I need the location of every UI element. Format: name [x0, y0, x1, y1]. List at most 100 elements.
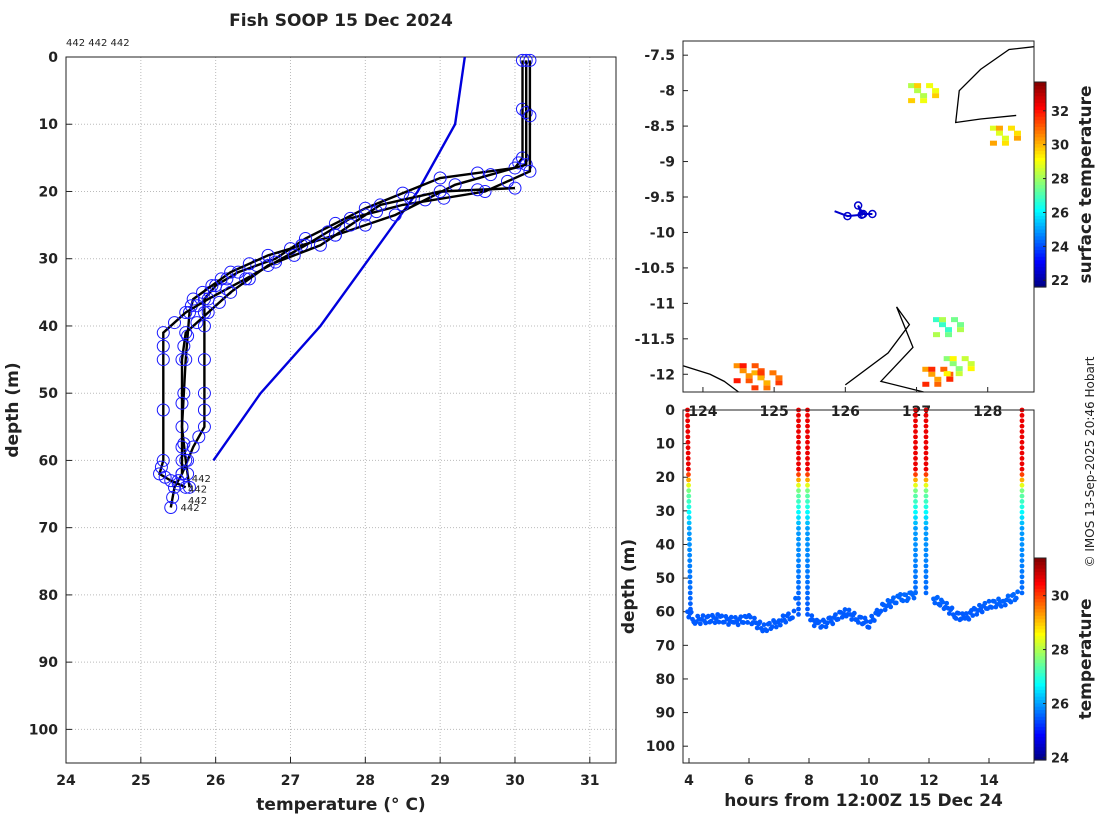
depth-point: [783, 619, 789, 625]
depth-point: [796, 488, 801, 494]
map-colorbar-swatch: [1034, 201, 1046, 206]
depth-point: [705, 613, 711, 619]
depth-point: [805, 434, 810, 440]
map-colorbar-swatch: [1034, 187, 1046, 192]
dt-colorbar-swatch: [1034, 662, 1046, 667]
depth-point: [687, 601, 693, 607]
depth-point: [805, 547, 810, 553]
dt-x-tick-label: 8: [804, 773, 814, 789]
dt-colorbar-swatch: [1034, 679, 1046, 684]
depth-point: [805, 450, 810, 456]
depth-point: [913, 477, 918, 483]
y-tick-label: 40: [39, 319, 59, 335]
depth-point: [796, 558, 801, 564]
depth-point: [1019, 493, 1025, 499]
depth-point: [913, 536, 918, 542]
map-x-tick-label: 128: [973, 404, 1002, 420]
sst-cell: [745, 378, 753, 384]
map-colorbar-tick-label: 32: [1051, 105, 1069, 120]
depth-point: [1019, 579, 1025, 585]
depth-point: [923, 536, 929, 542]
depth-point: [685, 439, 691, 445]
depth-point: [913, 423, 918, 429]
depth-point: [882, 607, 888, 613]
x-tick-label: 30: [505, 773, 525, 789]
map-colorbar-swatch: [1034, 136, 1046, 141]
depth-point: [1019, 590, 1025, 596]
dt-y-tick-label: 90: [656, 706, 676, 722]
x-tick-label: 28: [356, 773, 375, 789]
dt-colorbar-swatch: [1034, 611, 1046, 616]
dt-colorbar-swatch: [1034, 692, 1046, 697]
depth-point: [796, 606, 801, 612]
depth-point: [796, 499, 801, 504]
sst-cell: [955, 371, 963, 377]
dt-colorbar-swatch: [1034, 588, 1046, 593]
data-point: [224, 265, 238, 279]
y-tick-label: 60: [39, 453, 59, 469]
depth-point: [780, 613, 786, 619]
y-tick-label: 0: [48, 50, 58, 66]
x-tick-label: 31: [580, 773, 599, 789]
depth-point: [913, 552, 918, 558]
map-colorbar-tick-label: 28: [1051, 173, 1069, 188]
map-colorbar-swatch: [1034, 215, 1046, 220]
map-colorbar-swatch: [1034, 218, 1046, 223]
depth-point: [796, 601, 801, 607]
dt-y-tick-label: 100: [646, 739, 675, 755]
depth-point: [805, 590, 810, 596]
depth-point: [805, 558, 810, 564]
depth-point: [849, 617, 855, 622]
dt-colorbar-swatch: [1034, 675, 1046, 680]
dt-colorbar-swatch: [1034, 558, 1046, 562]
depth-point: [688, 606, 693, 612]
depth-point: [913, 499, 918, 504]
map-colorbar-swatch: [1034, 140, 1046, 145]
sst-cell: [967, 361, 975, 367]
sst-cell: [922, 381, 930, 387]
depth-point: [923, 434, 929, 440]
depth-point: [900, 598, 906, 604]
depth-point: [805, 504, 810, 510]
dt-colorbar-swatch: [1034, 665, 1046, 670]
depth-point: [722, 619, 727, 625]
depth-point: [923, 423, 929, 429]
depth-point: [708, 618, 714, 624]
sst-cell: [995, 125, 1003, 131]
depth-point: [944, 600, 950, 606]
sst-cell: [763, 385, 771, 391]
depth-point: [923, 477, 929, 483]
data-point: [519, 53, 533, 67]
depth-point: [805, 499, 810, 504]
data-point: [166, 490, 180, 504]
sst-cell: [939, 322, 947, 328]
data-point: [192, 430, 206, 444]
map-colorbar-swatch: [1034, 116, 1046, 121]
sst-cell: [945, 332, 953, 338]
map-colorbar-swatch: [1034, 280, 1046, 285]
dt-colorbar-swatch: [1034, 591, 1046, 596]
depth-point: [1002, 602, 1008, 608]
data-point: [156, 353, 170, 367]
depth-point: [697, 621, 703, 627]
depth-point: [805, 509, 810, 515]
dt-colorbar-swatch: [1034, 669, 1046, 674]
depth-point: [687, 579, 693, 585]
depth-point: [913, 493, 918, 499]
depth-point: [992, 599, 997, 604]
dt-y-tick-label: 20: [656, 470, 676, 486]
dt-x-tick-label: 12: [919, 773, 938, 789]
map-colorbar-swatch: [1034, 228, 1046, 233]
depth-point: [687, 574, 693, 580]
depth-point: [863, 619, 869, 624]
depth-point: [686, 509, 692, 515]
depth-point: [923, 472, 929, 477]
data-point: [433, 171, 447, 185]
data-point: [373, 198, 387, 212]
data-point: [156, 403, 170, 417]
depth-point: [858, 614, 864, 620]
sst-cell: [961, 356, 969, 362]
depth-point: [752, 615, 757, 621]
y-axis-label: depth (m): [3, 362, 23, 457]
depth-point: [1019, 429, 1025, 434]
